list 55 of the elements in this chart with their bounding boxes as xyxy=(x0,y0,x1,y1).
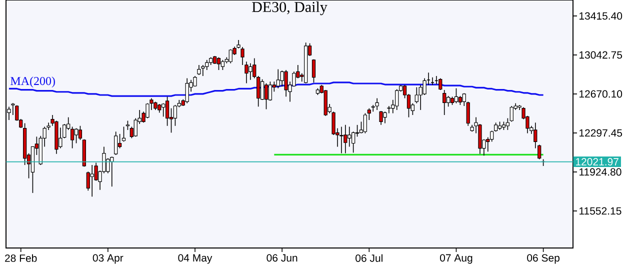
candlestick xyxy=(395,88,399,110)
chart-title: DE30, Daily xyxy=(252,2,328,16)
candlestick xyxy=(446,96,450,108)
candlestick xyxy=(122,126,126,142)
y-tick-label: 13415.40 xyxy=(579,12,622,20)
candlestick xyxy=(458,96,462,106)
candlestick xyxy=(442,90,446,116)
candlestick xyxy=(78,125,82,140)
candlestick xyxy=(284,70,288,98)
x-tick-label: 28 Feb xyxy=(5,254,37,262)
candlestick xyxy=(220,60,225,70)
y-tick-label: 11552.15 xyxy=(579,207,622,215)
candlestick xyxy=(510,106,514,122)
ref-line-label: 12021.97 xyxy=(576,158,618,166)
candlestick xyxy=(185,78,189,104)
candlestick xyxy=(430,76,434,86)
series-label: MA(200) xyxy=(10,76,55,88)
candlestick xyxy=(216,56,221,70)
candlestick xyxy=(264,82,268,110)
candlestick xyxy=(367,108,371,120)
candlestick xyxy=(268,81,272,102)
candlestick xyxy=(74,128,78,144)
candlestick xyxy=(387,106,391,114)
x-tick-label: 06 Jul xyxy=(356,254,382,262)
candlestick xyxy=(228,48,232,64)
candlestick xyxy=(126,120,130,130)
y-tick-label: 11924.80 xyxy=(579,168,622,176)
candlestick xyxy=(438,78,442,90)
x-tick-label: 06 Jun xyxy=(266,254,298,262)
candlestick xyxy=(363,112,368,134)
x-tick-label: 03 Apr xyxy=(92,254,124,264)
candlestick xyxy=(114,131,118,156)
candlestick xyxy=(162,102,166,118)
candlestick xyxy=(248,62,252,80)
candlestick xyxy=(375,98,379,110)
candlestick xyxy=(379,110,383,126)
candlestick xyxy=(90,164,94,198)
candlestick xyxy=(454,88,458,104)
y-tick-label: 12297.45 xyxy=(579,129,622,137)
candlestick xyxy=(506,118,510,130)
candlestick xyxy=(340,126,344,154)
x-tick-label: 04 May xyxy=(178,254,212,264)
candlestick xyxy=(348,126,352,148)
candlestick xyxy=(312,58,316,83)
candlestick xyxy=(276,68,280,89)
candlestick xyxy=(173,104,178,126)
candlestick xyxy=(344,124,348,154)
x-tick-label: 07 Aug xyxy=(440,254,472,264)
candlestick xyxy=(260,78,264,100)
candlestick xyxy=(197,64,201,76)
y-tick-label: 13042.75 xyxy=(579,51,622,59)
y-tick-label: 12670.10 xyxy=(579,90,622,98)
candlestick xyxy=(280,70,284,88)
candlestick xyxy=(166,96,170,126)
x-tick-label: 06 Sep xyxy=(527,254,560,264)
